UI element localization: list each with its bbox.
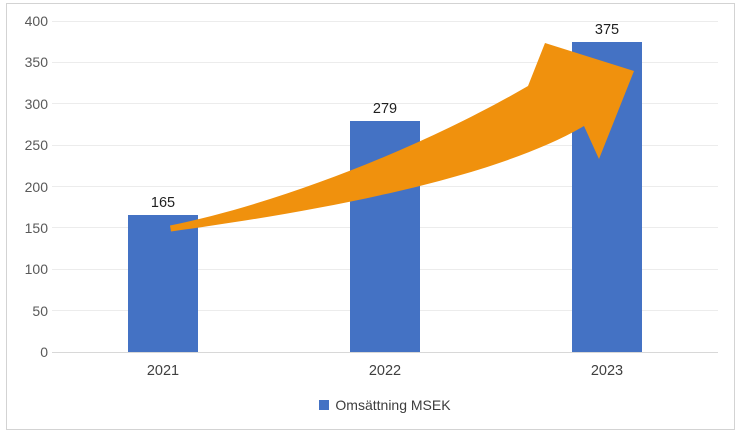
y-tick-label: 300 xyxy=(24,95,48,112)
y-tick-label: 100 xyxy=(24,261,48,278)
y-tick-label: 0 xyxy=(40,344,48,360)
y-tick-label: 400 xyxy=(24,13,48,29)
bar-2021 xyxy=(128,215,198,352)
x-category-label: 2021 xyxy=(146,363,180,379)
legend-marker-swatch xyxy=(319,400,330,410)
bar-2022 xyxy=(350,121,420,352)
bar-value-label: 165 xyxy=(150,195,176,212)
y-tick-label: 350 xyxy=(24,54,48,71)
x-category-label: 2022 xyxy=(368,363,402,379)
y-tick-label: 50 xyxy=(32,302,48,319)
legend: Omsättning MSEK xyxy=(52,397,718,413)
x-category-label: 2023 xyxy=(590,363,624,379)
y-tick-label: 200 xyxy=(24,178,48,195)
bar-2023 xyxy=(572,41,642,352)
x-axis-baseline xyxy=(52,351,718,353)
bar-value-label: 279 xyxy=(372,101,398,118)
legend-label: Omsättning MSEK xyxy=(335,397,451,413)
y-tick-label: 250 xyxy=(24,137,48,154)
plot-area: 165 279 375 xyxy=(52,20,718,353)
bar-value-label: 375 xyxy=(594,21,620,38)
y-tick-label: 150 xyxy=(24,219,48,236)
gridline xyxy=(52,20,718,22)
